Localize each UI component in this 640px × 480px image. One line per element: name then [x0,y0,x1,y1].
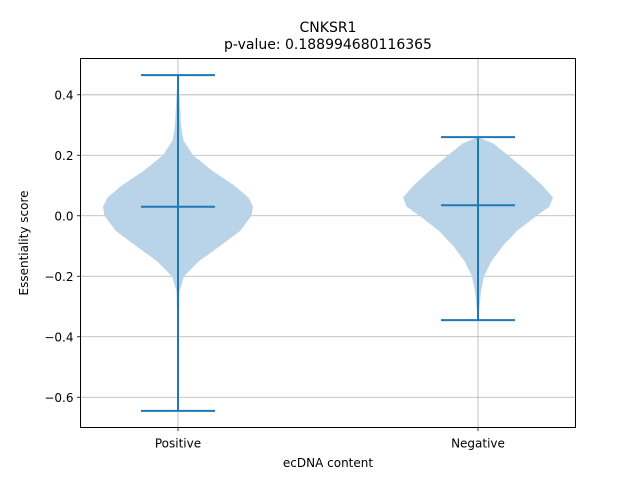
chart-title: CNKSR1 [300,20,357,36]
x-axis-label: ecDNA content [283,456,373,470]
plot-frame [80,58,576,428]
y-tick-label: 0.2 [54,149,73,163]
y-tick-label: 0.4 [54,88,73,102]
violin-stat-lines [141,74,515,412]
y-tick-label: −0.2 [44,270,73,284]
y-axis-label: Essentiality score [17,191,31,296]
axis-ticks: 0.4 0.2 0.0 −0.2 −0.4 −0.6 Positive Negative [44,88,505,450]
x-tick-label: Positive [155,437,201,451]
x-tick-label: Negative [451,437,505,451]
y-tick-label: −0.4 [44,330,73,344]
y-tick-label: −0.6 [44,391,73,405]
y-tick-label: 0.0 [54,209,73,223]
chart-subtitle: p-value: 0.188994680116365 [224,37,432,53]
violin-bodies [103,75,553,411]
